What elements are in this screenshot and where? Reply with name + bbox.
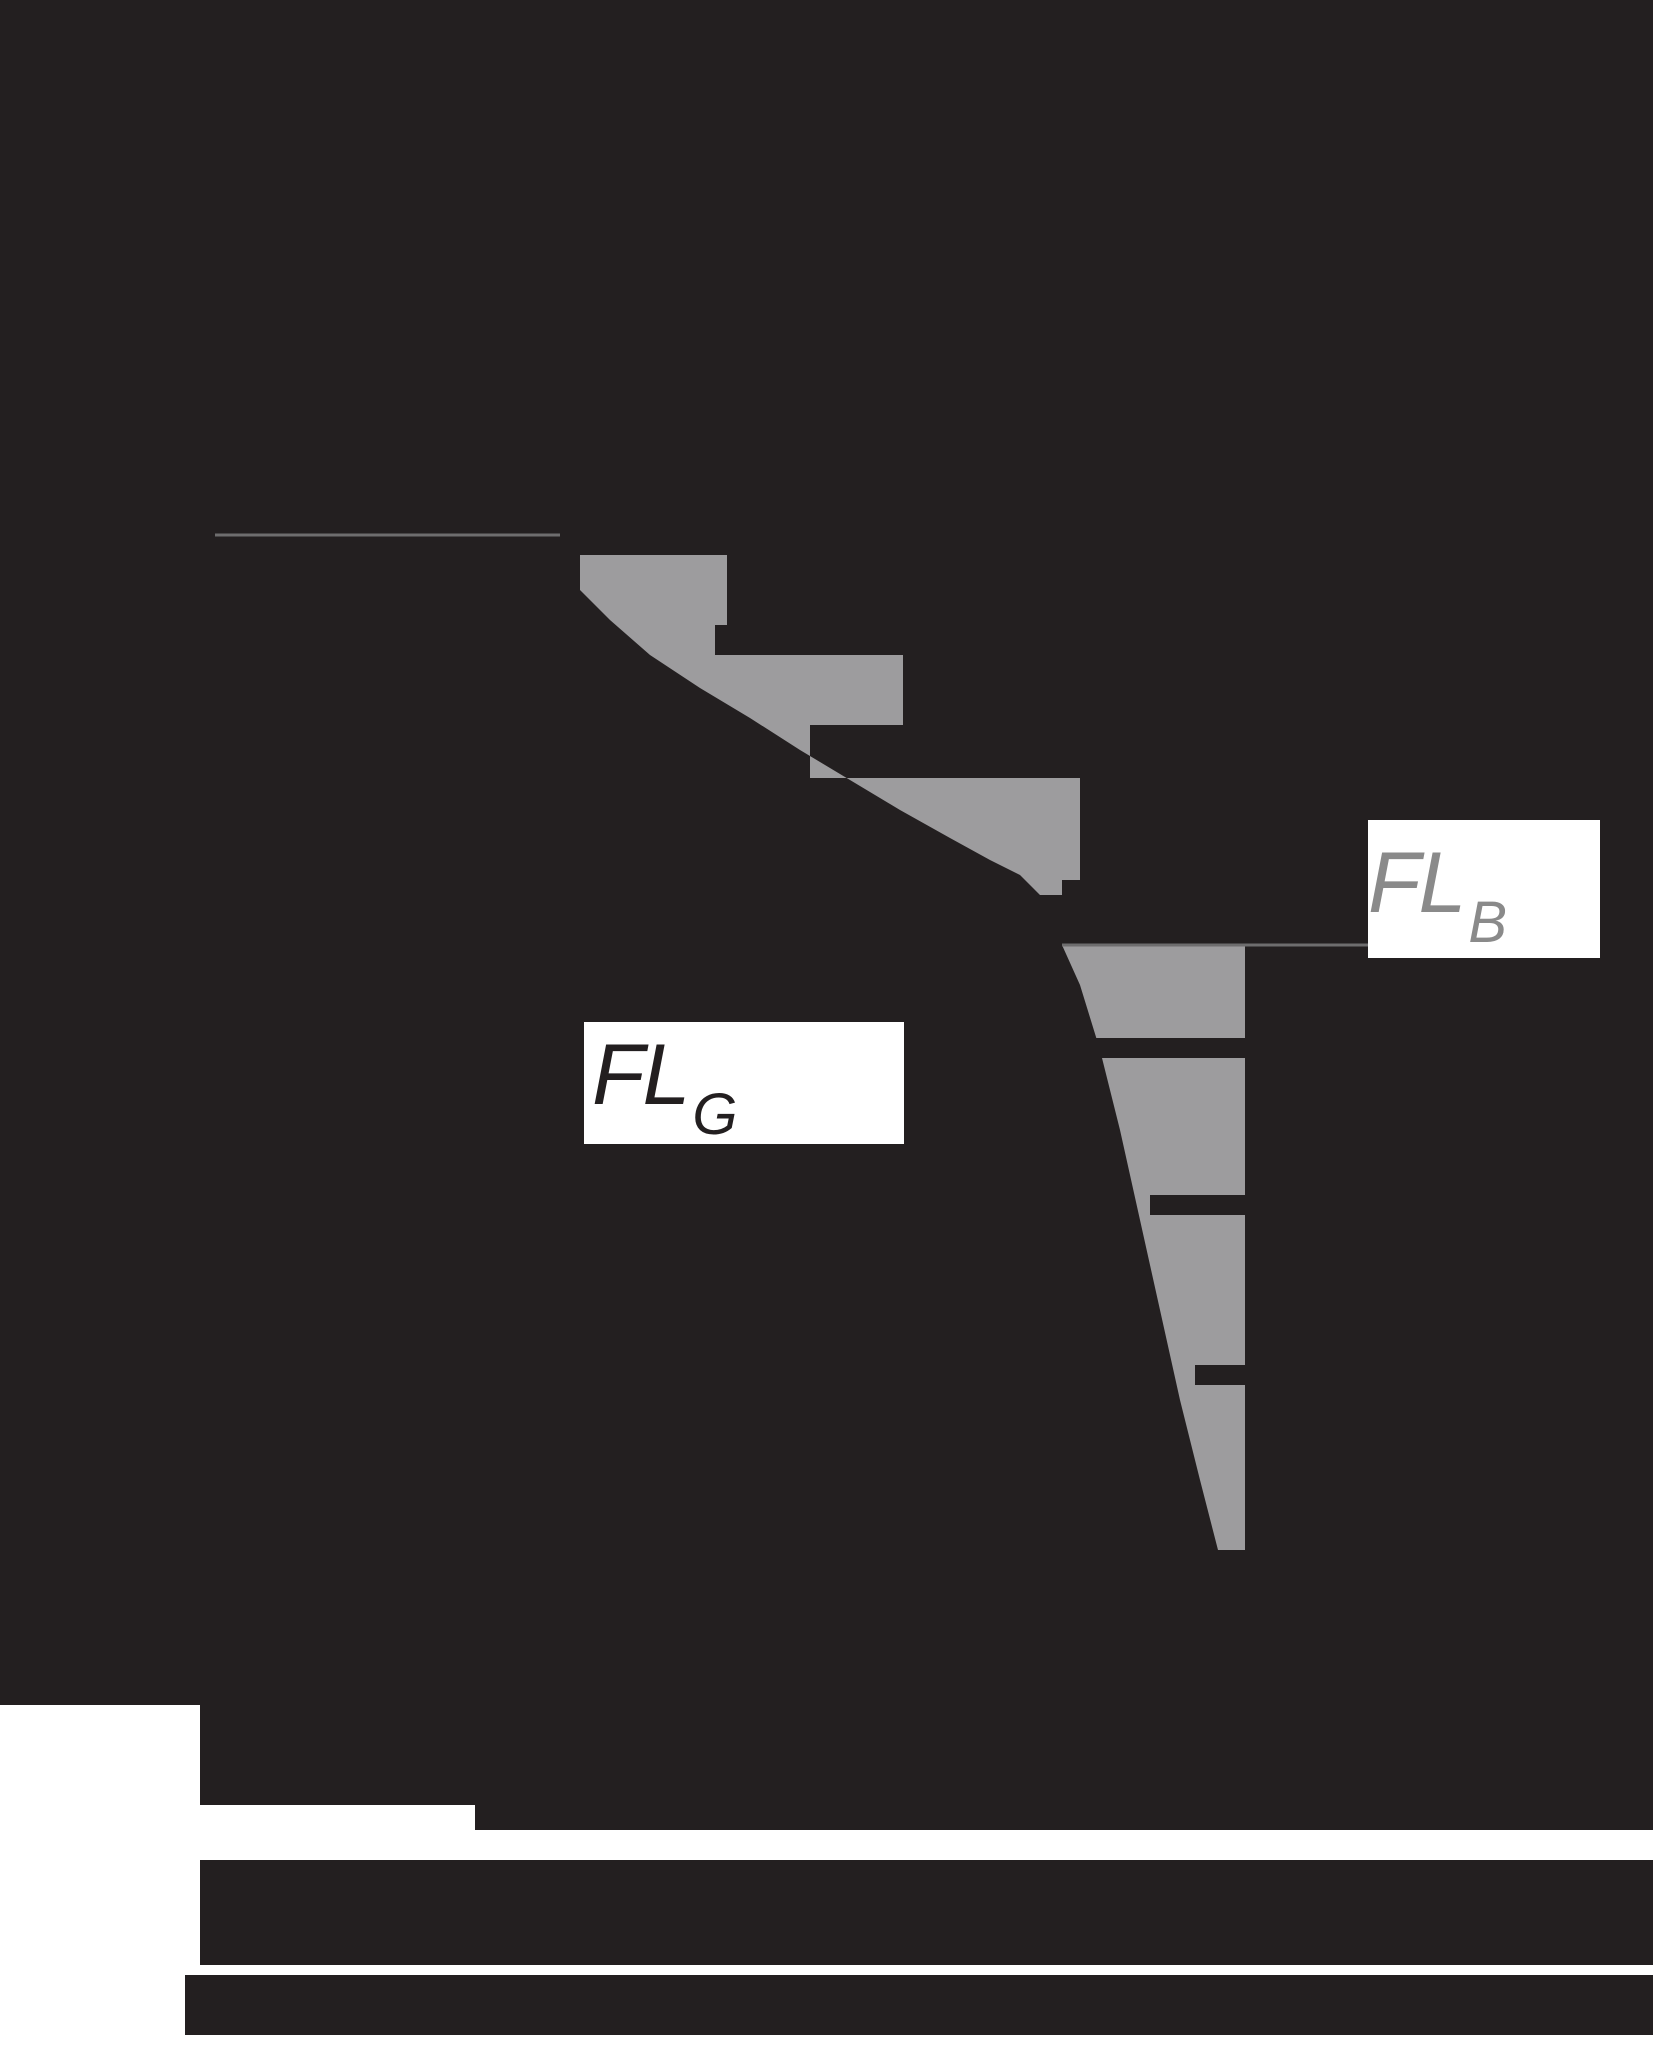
fl-b-main: FL	[1368, 835, 1466, 931]
shaded-region-upper	[580, 555, 1080, 895]
right-edge-band	[1633, 1570, 1653, 1710]
tick-bar	[1085, 1038, 1245, 1058]
fl-g-main: FL	[592, 1027, 690, 1123]
bottom-bar-2	[475, 1805, 1653, 1830]
label-fl-b: FLB	[1368, 820, 1600, 958]
shaded-region-lower	[1062, 945, 1245, 1550]
tick-bar	[1195, 1365, 1245, 1385]
label-fl-g: FLG	[584, 1022, 904, 1144]
tick-bar	[1150, 1195, 1245, 1215]
bottom-bar-1	[200, 1705, 1653, 1805]
bottom-bar-3	[200, 1860, 1653, 1965]
fl-g-subscript: G	[692, 1082, 738, 1147]
fl-b-subscript: B	[1468, 890, 1508, 955]
bottom-bar-4	[185, 1975, 1653, 2035]
